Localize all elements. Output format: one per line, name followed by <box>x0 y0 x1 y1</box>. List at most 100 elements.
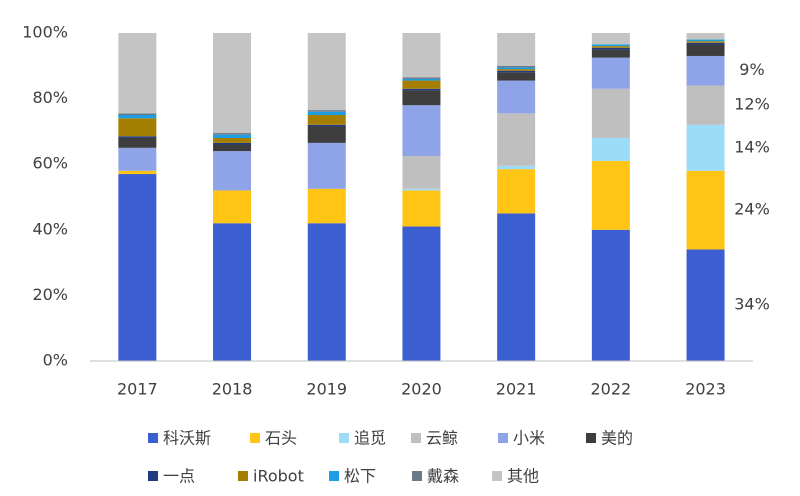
bar-segment <box>402 105 441 156</box>
bar-segment <box>307 115 346 125</box>
bar-segment <box>686 249 725 361</box>
x-tick-label: 2019 <box>306 380 347 399</box>
legend-label: 云鲸 <box>426 429 458 448</box>
bar-segment <box>118 115 157 119</box>
bar-segment <box>591 49 630 58</box>
data-label: 12% <box>734 95 770 114</box>
bar-segment <box>402 80 441 89</box>
x-tick-label: 2022 <box>590 380 631 399</box>
bar-segment <box>686 124 725 171</box>
bar-segment <box>497 33 536 66</box>
x-tick-label: 2023 <box>685 380 726 399</box>
bar-segment <box>686 41 725 43</box>
bar-segment <box>686 85 725 125</box>
legend-label: iRobot <box>253 467 304 486</box>
legend-label: 小米 <box>513 429 545 448</box>
legend-label: 其他 <box>507 467 539 486</box>
legend-label: 科沃斯 <box>163 429 211 448</box>
data-label: 34% <box>734 295 770 314</box>
bar-segment <box>213 223 252 361</box>
bar-segment <box>402 77 441 79</box>
data-label: 14% <box>734 137 770 156</box>
bar-segment <box>591 160 630 230</box>
bar-segment <box>402 188 441 191</box>
bar-segment <box>118 170 157 175</box>
bar-segment <box>118 118 157 137</box>
bar-segment <box>118 113 157 115</box>
bar-segment <box>118 33 157 114</box>
bar-segment <box>402 190 441 227</box>
bar-segment <box>686 33 725 40</box>
bar-segment <box>686 170 725 250</box>
legend-swatch <box>411 433 421 443</box>
bar-segment <box>307 223 346 361</box>
bar-segment <box>213 137 252 143</box>
legend-label: 松下 <box>344 467 376 486</box>
bar-segment <box>497 80 536 114</box>
legend-swatch <box>412 471 422 481</box>
x-tick-label: 2017 <box>117 380 158 399</box>
bar-segment <box>307 110 346 112</box>
bar-segment <box>591 137 630 161</box>
bar-segment <box>686 39 725 42</box>
bar-segment <box>686 44 725 56</box>
bar-segment <box>497 67 536 70</box>
bar-segment <box>591 229 630 361</box>
y-tick-label: 80% <box>32 88 68 107</box>
bar-segment <box>118 136 157 138</box>
bar-segment <box>591 44 630 47</box>
legend-label: 追觅 <box>354 429 386 448</box>
bar-segment <box>686 42 725 45</box>
bar-segment <box>591 88 630 138</box>
y-tick-label: 100% <box>22 23 68 42</box>
bar-segment <box>118 174 157 361</box>
bar-segment <box>402 156 441 189</box>
bar-segment <box>402 90 441 106</box>
bar-segment <box>591 47 630 50</box>
bar-segment <box>497 169 536 214</box>
bar-segment <box>213 144 252 152</box>
bar-segment <box>213 133 252 135</box>
legend-label: 戴森 <box>427 467 459 486</box>
x-tick-label: 2020 <box>401 380 442 399</box>
bar-segment <box>118 147 157 171</box>
y-tick-label: 20% <box>32 285 68 304</box>
bar-segment <box>591 57 630 89</box>
legend-swatch <box>148 433 158 443</box>
bar-segment <box>402 226 441 361</box>
legend-swatch <box>250 433 260 443</box>
bar-segment <box>118 137 157 148</box>
bar-segment <box>307 188 346 224</box>
data-label: 24% <box>734 200 770 219</box>
legend-label: 美的 <box>601 429 633 448</box>
legend-label: 石头 <box>265 429 297 448</box>
legend-swatch <box>148 471 158 481</box>
bar-segment <box>497 70 536 73</box>
bar-segment <box>307 33 346 111</box>
legend-swatch <box>339 433 349 443</box>
bar-segment <box>497 113 536 166</box>
bar-segment <box>213 190 252 224</box>
bar-segment <box>591 33 630 45</box>
x-tick-label: 2021 <box>496 380 537 399</box>
legend-label: 一点 <box>163 467 195 486</box>
bar-segment <box>213 33 252 134</box>
bar-segment <box>497 213 536 361</box>
bar-segment <box>307 126 346 143</box>
bar-segment <box>213 134 252 138</box>
bar-segment <box>591 46 630 48</box>
legend-swatch <box>238 471 248 481</box>
bar-segment <box>307 111 346 115</box>
legend-swatch <box>329 471 339 481</box>
bar-segment <box>497 72 536 81</box>
bar-segment <box>402 88 441 91</box>
bar-segment <box>213 142 252 145</box>
y-tick-label: 40% <box>32 219 68 238</box>
bar-segment <box>497 165 536 170</box>
bar-segment <box>402 78 441 81</box>
legend-swatch <box>498 433 508 443</box>
y-tick-label: 0% <box>43 351 68 370</box>
legend-swatch <box>492 471 502 481</box>
bar-segment <box>497 65 536 68</box>
